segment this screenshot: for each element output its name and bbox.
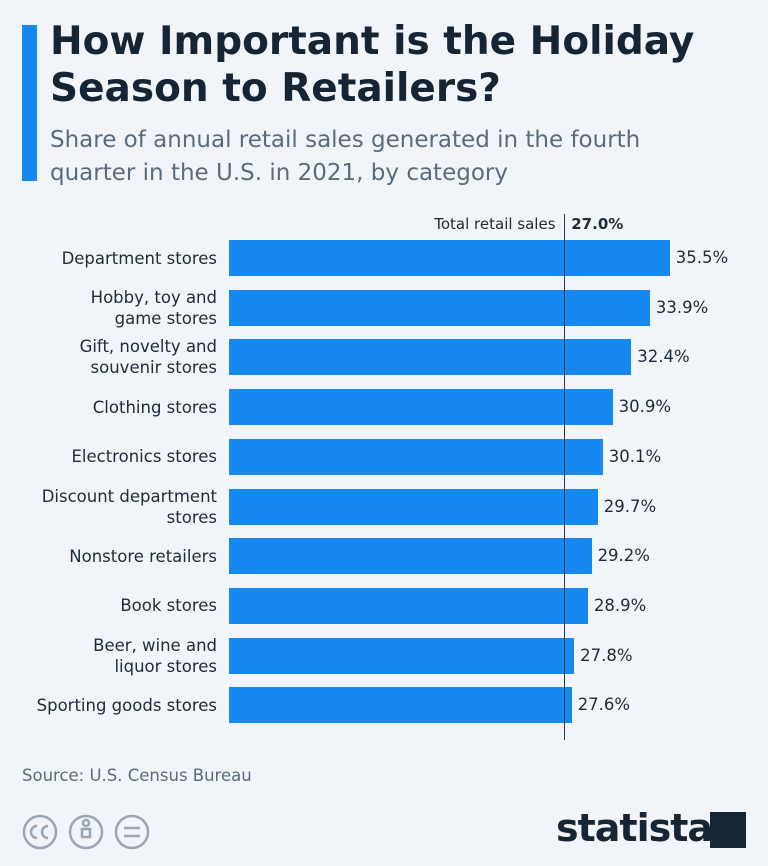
category-label: Gift, novelty and souvenir stores: [79, 337, 217, 378]
bar: [229, 339, 632, 376]
value-label: 35.5%: [675, 248, 729, 267]
value-label: 27.6%: [577, 695, 631, 715]
category-label: Sporting goods stores: [36, 695, 217, 715]
category-label: Department stores: [61, 248, 217, 268]
bar: [229, 587, 588, 624]
value-label: 32.4%: [637, 347, 690, 367]
bar: [229, 240, 670, 276]
value-label: 33.9%: [655, 297, 709, 317]
chart-title: How Important is the Holiday Season to R…: [50, 19, 695, 111]
value-label: 30.9%: [618, 397, 672, 417]
brand-logo: statista: [556, 806, 713, 850]
bar: [229, 687, 572, 724]
category-label: Book stores: [120, 596, 217, 616]
reference-label: Total retail sales: [434, 215, 556, 233]
accent-bar: [22, 25, 37, 181]
bar: [229, 289, 650, 326]
bar: [229, 389, 613, 426]
category-label: Beer, wine and liquor stores: [93, 635, 217, 676]
value-label: 27.8%: [580, 645, 633, 665]
value-label: 28.9%: [593, 595, 647, 615]
category-label: Hobby, toy and game stores: [90, 287, 217, 328]
category-label: Clothing stores: [92, 397, 217, 417]
value-label: 29.7%: [603, 496, 657, 516]
bar: [229, 438, 603, 475]
reference-line: [564, 214, 566, 740]
bar: [229, 488, 598, 525]
category-label: Nonstore retailers: [69, 546, 217, 566]
chart-subtitle: Share of annual retail sales generated i…: [50, 127, 641, 186]
value-label: 30.1%: [608, 446, 662, 466]
bar: [229, 538, 592, 575]
category-label: Discount department stores: [41, 486, 217, 527]
category-label: Electronics stores: [71, 447, 217, 467]
source: Source: U.S. Census Bureau: [22, 766, 252, 785]
bar: [229, 637, 575, 674]
value-label: 29.2%: [597, 546, 650, 566]
reference-value-label: 27.0%: [571, 215, 624, 233]
